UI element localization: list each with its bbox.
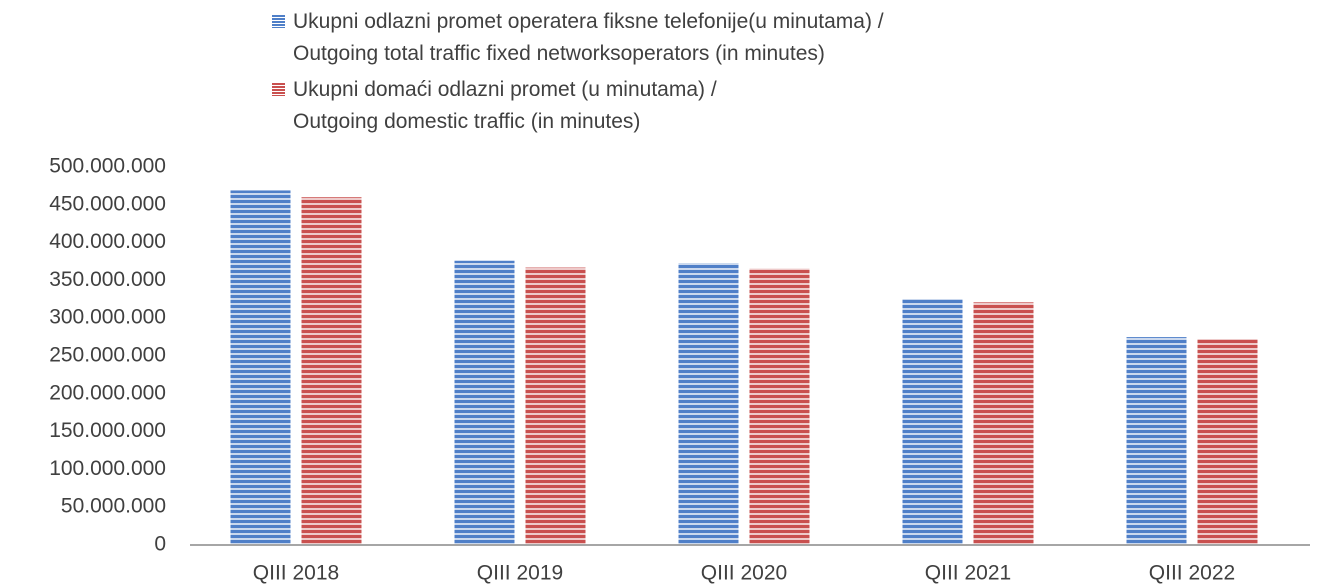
legend: Ukupni odlazni promet operatera fiksne t… [272,6,884,142]
y-tick-label: 100.000.000 [49,457,166,480]
x-tick-label: QIII 2021 [925,562,1011,585]
x-tick-label: QIII 2020 [701,562,787,585]
y-tick-label: 200.000.000 [49,381,166,404]
bar [678,263,739,545]
bar [525,267,586,545]
legend-label: Ukupni domaći odlazni promet (u minutama… [293,78,717,133]
legend-swatch [272,15,285,28]
bar [1126,337,1187,545]
bar [749,268,810,545]
y-tick-label: 0 [154,533,166,556]
y-tick-label: 250.000.000 [49,344,166,367]
y-tick-label: 150.000.000 [49,419,166,442]
legend-label: Ukupni odlazni promet operatera fiksne t… [293,10,884,65]
legend-swatch [272,83,285,96]
y-tick-label: 500.000.000 [49,155,166,178]
y-tick-label: 400.000.000 [49,230,166,253]
bar [301,197,362,546]
x-tick-label: QIII 2018 [253,562,339,585]
bar [454,260,515,545]
y-tick-label: 350.000.000 [49,268,166,291]
legend-item: Ukupni domaći odlazni promet (u minutama… [272,74,884,138]
bar [230,190,291,545]
y-tick-label: 50.000.000 [61,495,166,518]
bar [902,299,963,545]
legend-item: Ukupni odlazni promet operatera fiksne t… [272,6,884,70]
bar [1197,339,1258,545]
bar [973,302,1034,545]
x-tick-label: QIII 2022 [1149,562,1235,585]
y-tick-label: 450.000.000 [49,192,166,215]
x-tick-label: QIII 2019 [477,562,563,585]
y-tick-label: 300.000.000 [49,306,166,329]
